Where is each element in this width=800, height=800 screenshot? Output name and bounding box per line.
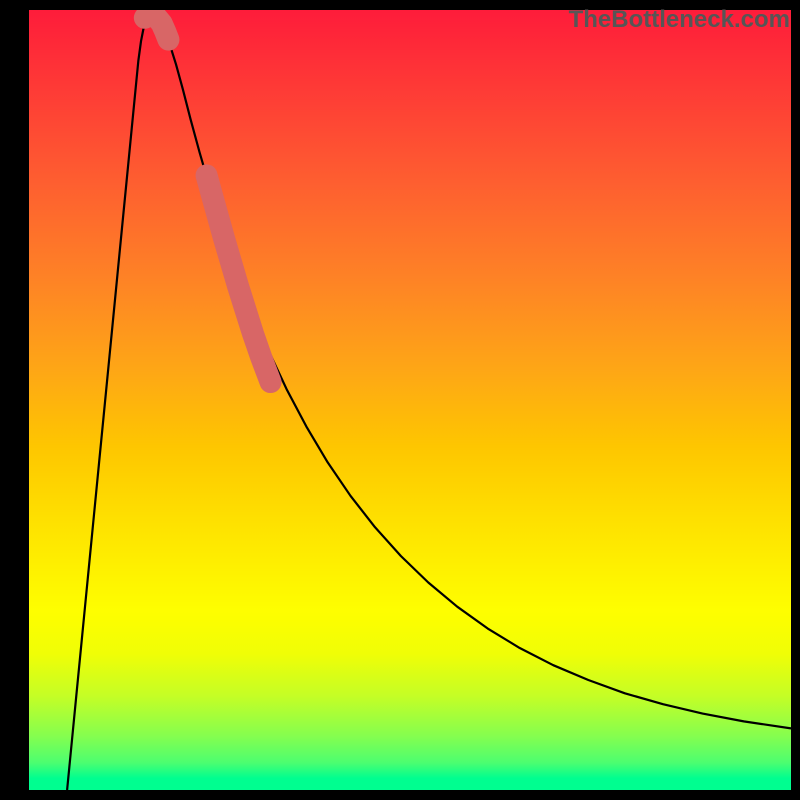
plot-area — [29, 10, 791, 790]
chart-svg — [29, 10, 791, 790]
chart-container: TheBottleneck.com — [0, 0, 800, 800]
gradient-background — [29, 10, 791, 790]
watermark-text: TheBottleneck.com — [569, 6, 790, 34]
